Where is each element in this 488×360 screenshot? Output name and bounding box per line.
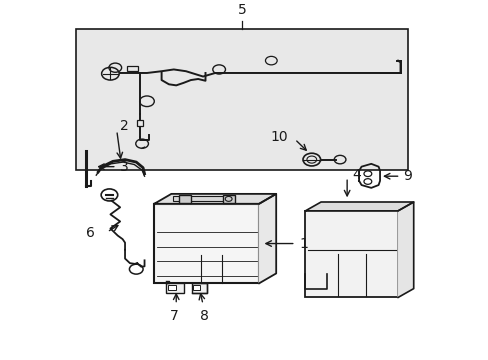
Polygon shape bbox=[397, 202, 413, 297]
Bar bbox=[305, 211, 397, 297]
Bar bbox=[179, 195, 191, 203]
Text: 10: 10 bbox=[270, 130, 287, 144]
Bar bbox=[223, 195, 235, 203]
Bar bbox=[154, 204, 259, 283]
Bar bbox=[193, 285, 200, 290]
Bar bbox=[191, 283, 207, 293]
Text: 8: 8 bbox=[200, 309, 208, 323]
Text: 4: 4 bbox=[351, 168, 360, 183]
Text: 7: 7 bbox=[169, 309, 178, 323]
Bar bbox=[167, 285, 175, 290]
Text: 1: 1 bbox=[299, 237, 307, 251]
Bar bbox=[137, 120, 142, 126]
Polygon shape bbox=[259, 194, 276, 283]
Text: 2: 2 bbox=[120, 119, 129, 133]
Bar bbox=[166, 283, 183, 293]
Polygon shape bbox=[305, 202, 413, 211]
Text: 9: 9 bbox=[402, 169, 411, 183]
Bar bbox=[127, 66, 138, 71]
Text: 5: 5 bbox=[237, 3, 246, 17]
Text: 3: 3 bbox=[120, 159, 129, 174]
Bar bbox=[172, 196, 230, 201]
Bar bbox=[76, 29, 407, 170]
Polygon shape bbox=[154, 194, 276, 204]
Text: 6: 6 bbox=[86, 226, 95, 240]
